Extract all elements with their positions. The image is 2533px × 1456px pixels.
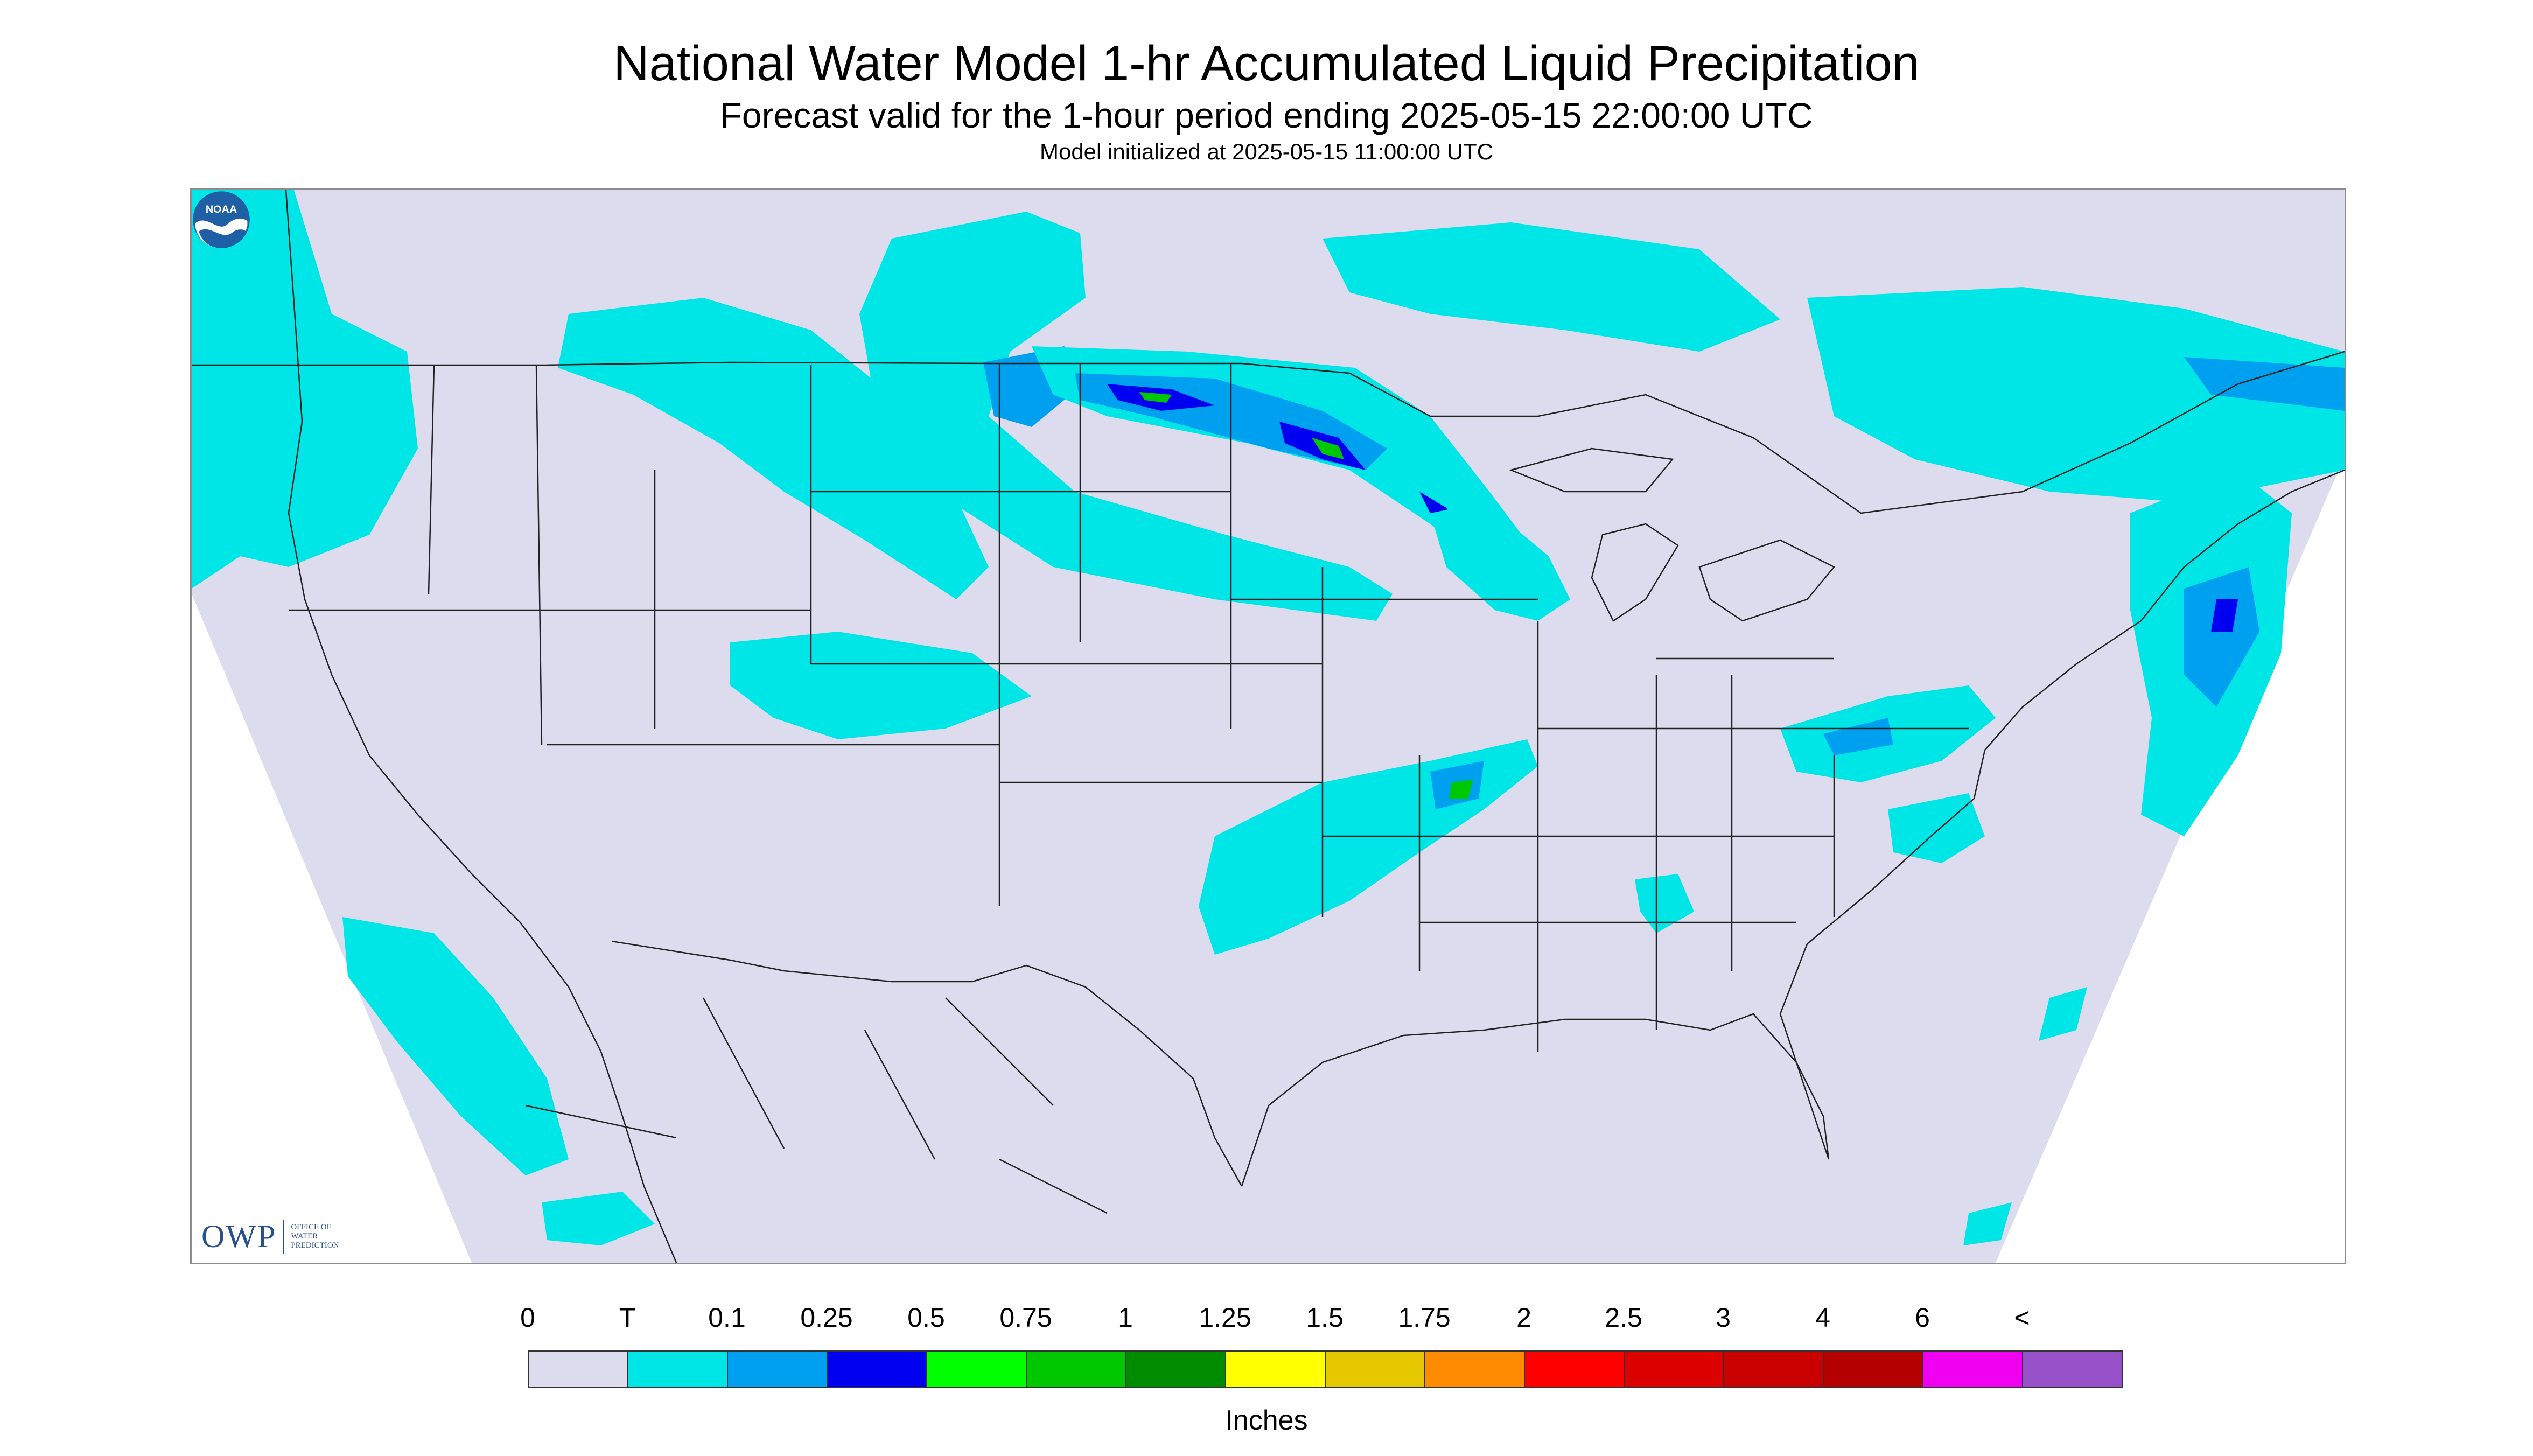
precip-area-central-rockies xyxy=(730,632,1032,739)
legend-tick-label: T xyxy=(619,1303,636,1333)
legend-swatch xyxy=(1226,1352,1326,1387)
atlantic-coastline xyxy=(1779,469,2345,1160)
map-canvas xyxy=(192,190,2345,1263)
precip-area-new-england-core xyxy=(2184,567,2259,707)
owp-divider xyxy=(283,1220,285,1254)
legend-tick-label: 1 xyxy=(1118,1303,1133,1333)
great-lakes-shores xyxy=(1509,447,1835,622)
precip-area-atlantic-offshore xyxy=(1963,987,2087,1245)
legend-tick-label: 0.1 xyxy=(708,1303,746,1333)
legend-swatch xyxy=(828,1352,927,1387)
precip-area-mid-atlantic-core xyxy=(1823,718,1893,755)
legend-swatch xyxy=(1425,1352,1525,1387)
precip-area-pacific-northwest xyxy=(192,190,418,589)
legend-tick-label: 0 xyxy=(520,1303,535,1333)
geographic-boundaries xyxy=(192,190,2345,1263)
precip-area-northern-rockies xyxy=(558,298,989,599)
map-title: National Water Model 1-hr Accumulated Li… xyxy=(613,36,1920,91)
precip-area-southeast-coast xyxy=(1635,874,1694,933)
noaa-logo-text: NOAA xyxy=(206,204,237,215)
mexico-state-lines xyxy=(525,997,1108,1214)
precip-area-northern-plains xyxy=(859,212,1393,621)
precip-area-baja xyxy=(342,917,569,1175)
precip-area-quebec xyxy=(1807,287,2345,502)
noaa-logo: NOAA xyxy=(193,191,250,248)
legend-tick-label: < xyxy=(2014,1303,2030,1333)
legend-swatch xyxy=(1923,1352,2023,1387)
legend-swatch xyxy=(628,1352,728,1387)
state-lines-horizontal xyxy=(289,491,1969,923)
legend-swatch xyxy=(1824,1352,1923,1387)
legend-swatch xyxy=(529,1352,628,1387)
legend-tick-label: 2.5 xyxy=(1605,1303,1642,1333)
gulf-coastline xyxy=(1241,1013,1830,1187)
precip-area-quebec-core xyxy=(2184,357,2345,411)
owp-mark: OWP xyxy=(201,1219,277,1254)
precip-area-new-england-heavy xyxy=(2211,599,2238,632)
precip-area-upper-midwest-peak xyxy=(1139,392,1344,459)
legend-swatch xyxy=(1525,1352,1625,1387)
legend-swatch xyxy=(1027,1352,1126,1387)
precip-area-upper-midwest-heavy xyxy=(1107,384,1468,540)
model-init-line: Model initialized at 2025-05-15 11:00:00… xyxy=(1039,139,1494,164)
legend-tick-label: 0.5 xyxy=(907,1303,945,1333)
precip-areas xyxy=(192,190,2345,1245)
west-coast-coastline xyxy=(285,190,677,1263)
legend-tick-label: 6 xyxy=(1915,1303,1930,1333)
legend-swatch xyxy=(927,1352,1027,1387)
legend-swatch xyxy=(728,1352,828,1387)
model-domain xyxy=(192,190,2345,1263)
legend-tick-label: 4 xyxy=(1815,1303,1830,1333)
legend-tick-label: 2 xyxy=(1516,1303,1531,1333)
legend-swatch xyxy=(2023,1352,2122,1387)
owp-wordmark: OFFICE OF WATER PREDICTION xyxy=(291,1223,339,1250)
legend-tick-label: 1.75 xyxy=(1398,1303,1451,1333)
legend-colorbar xyxy=(528,1350,2123,1388)
precipitation-map[interactable]: OWP OFFICE OF WATER PREDICTION NOAA xyxy=(190,188,2346,1264)
legend-tick-label: 0.75 xyxy=(999,1303,1052,1333)
legend-tick-label: 0.25 xyxy=(800,1303,853,1333)
us-mexico-border xyxy=(611,940,1243,1187)
precip-area-pacific-south xyxy=(542,1192,655,1245)
precip-area-ontario xyxy=(1323,222,1780,352)
legend-tick-label: 1.5 xyxy=(1306,1303,1344,1333)
legend-swatch xyxy=(1126,1352,1226,1387)
owp-wordmark-line: PREDICTION xyxy=(291,1241,339,1250)
legend-swatch xyxy=(1625,1352,1724,1387)
legend-swatch xyxy=(1724,1352,1824,1387)
precip-area-great-lakes xyxy=(1430,502,1570,621)
owp-logo: OWP OFFICE OF WATER PREDICTION xyxy=(201,1218,339,1255)
map-subtitle: Forecast valid for the 1-hour period end… xyxy=(720,95,1813,135)
legend-tick-label: 3 xyxy=(1716,1303,1731,1333)
precip-area-mid-mississippi-peak xyxy=(1449,780,1473,799)
state-lines-vertical xyxy=(428,363,1835,1052)
legend-units: Inches xyxy=(1225,1405,1308,1436)
owp-wordmark-line: OFFICE OF xyxy=(291,1223,331,1231)
legend-swatch xyxy=(1326,1352,1425,1387)
owp-wordmark-line: WATER xyxy=(291,1232,318,1241)
legend-tick-label: 1.25 xyxy=(1199,1303,1251,1333)
us-canada-border xyxy=(192,351,2345,514)
